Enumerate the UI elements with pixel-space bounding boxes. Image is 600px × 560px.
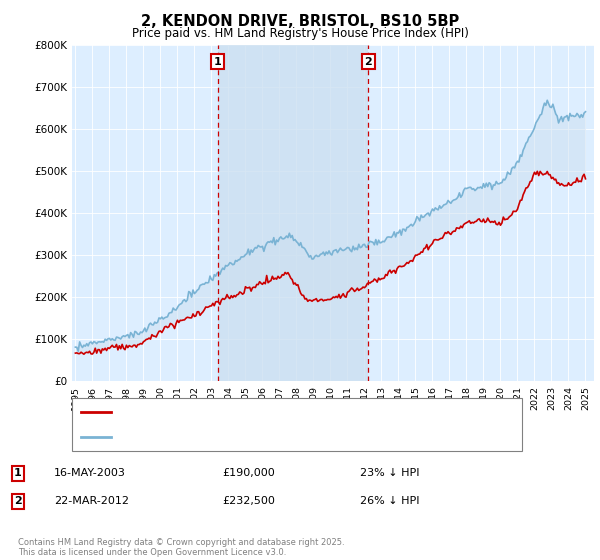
Text: Contains HM Land Registry data © Crown copyright and database right 2025.
This d: Contains HM Land Registry data © Crown c… <box>18 538 344 557</box>
Text: £232,500: £232,500 <box>222 496 275 506</box>
Text: 1: 1 <box>14 468 22 478</box>
Text: 23% ↓ HPI: 23% ↓ HPI <box>360 468 419 478</box>
Text: 2: 2 <box>14 496 22 506</box>
Text: 1: 1 <box>214 57 221 67</box>
Text: 2: 2 <box>364 57 372 67</box>
Text: £190,000: £190,000 <box>222 468 275 478</box>
Text: 2, KENDON DRIVE, BRISTOL, BS10 5BP: 2, KENDON DRIVE, BRISTOL, BS10 5BP <box>141 14 459 29</box>
Text: 22-MAR-2012: 22-MAR-2012 <box>54 496 129 506</box>
Text: Price paid vs. HM Land Registry's House Price Index (HPI): Price paid vs. HM Land Registry's House … <box>131 27 469 40</box>
Text: 2, KENDON DRIVE, BRISTOL, BS10 5BP (detached house): 2, KENDON DRIVE, BRISTOL, BS10 5BP (deta… <box>117 407 413 417</box>
Text: HPI: Average price, detached house, City of Bristol: HPI: Average price, detached house, City… <box>117 432 380 442</box>
Bar <box>218 45 368 381</box>
Text: 16-MAY-2003: 16-MAY-2003 <box>54 468 126 478</box>
Text: 26% ↓ HPI: 26% ↓ HPI <box>360 496 419 506</box>
